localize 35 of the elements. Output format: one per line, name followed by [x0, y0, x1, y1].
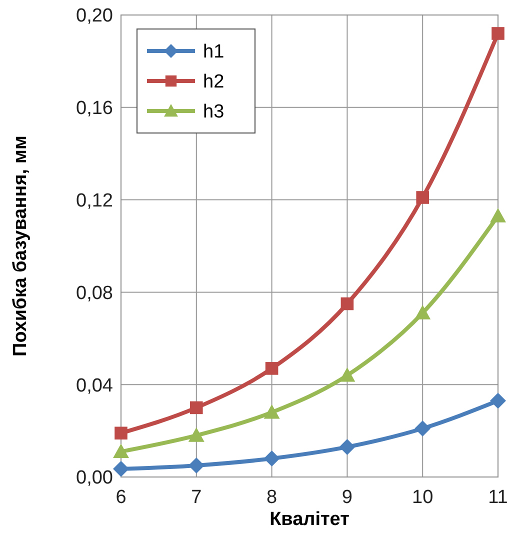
x-tick-label: 11 — [488, 487, 508, 508]
point — [414, 420, 431, 436]
point — [114, 426, 128, 440]
point — [416, 191, 429, 204]
y-tick-label: 0,12 — [76, 190, 113, 212]
point — [414, 304, 431, 320]
point — [339, 367, 356, 382]
legend-label: h2 — [203, 72, 224, 93]
point — [264, 404, 280, 419]
point — [264, 450, 280, 467]
point — [492, 27, 504, 40]
x-tick-label: 8 — [266, 487, 278, 508]
point — [265, 362, 278, 375]
x-tick-label: 6 — [116, 487, 126, 508]
legend-label: h3 — [203, 102, 224, 123]
x-tick-label: 9 — [342, 487, 352, 508]
y-tick-label: 0,00 — [76, 468, 113, 489]
x-tick-label: 7 — [191, 487, 202, 508]
y-axis-title: Похибка базування, мм — [10, 136, 31, 356]
point — [490, 392, 506, 409]
point — [190, 401, 203, 414]
point — [113, 460, 129, 477]
y-tick-label: 0,16 — [76, 98, 113, 120]
x-axis-title: Квалітет — [270, 509, 350, 530]
point — [490, 208, 506, 222]
point — [339, 438, 356, 455]
point — [340, 297, 354, 310]
point — [113, 444, 129, 458]
point — [188, 457, 204, 474]
y-tick-label: 0,20 — [76, 6, 113, 27]
point — [188, 427, 204, 442]
y-tick-label: 0,08 — [76, 282, 113, 304]
x-tick-label: 10 — [412, 487, 434, 508]
legend-label: h1 — [203, 42, 224, 63]
y-tick-label: 0,04 — [76, 375, 114, 396]
